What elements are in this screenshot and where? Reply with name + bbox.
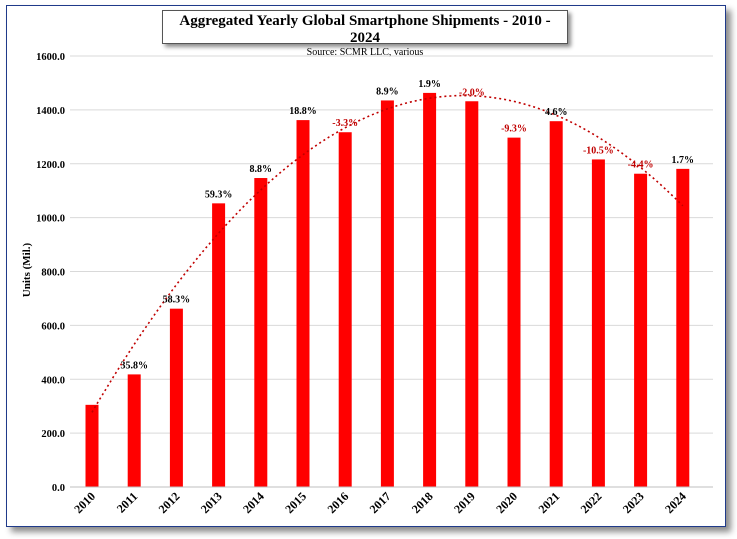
bar-2019 <box>465 101 479 487</box>
x-tick-label: 2016 <box>324 489 351 516</box>
chart-title-box: Aggregated Yearly Global Smartphone Ship… <box>162 10 568 58</box>
bar-2024 <box>676 168 690 488</box>
data-label-2019: -2.0% <box>459 87 485 98</box>
y-tick-label: 1400.0 <box>36 106 65 117</box>
x-tick-label: 2010 <box>71 489 98 516</box>
bar-2020 <box>507 137 521 488</box>
bar-2022 <box>591 159 605 487</box>
bars <box>85 92 690 488</box>
x-tick-label: 2023 <box>620 489 647 516</box>
y-axis-label: Units (Mil.) <box>21 242 33 297</box>
y-tick-label: 1200.0 <box>36 160 65 171</box>
x-axis-ticks: 2010 2011 2012 2013 2014 2015 2016 2017 2018 2019… <box>71 489 689 516</box>
y-tick-label: 600.0 <box>41 321 65 332</box>
y-tick-label: 1600.0 <box>36 52 65 63</box>
chart-subtitle: Source: SCMR LLC, various <box>306 47 424 58</box>
x-tick-label: 2021 <box>535 489 562 516</box>
trendline-path <box>91 94 684 413</box>
chart-title: Aggregated Yearly Global Smartphone Ship… <box>179 13 551 46</box>
x-tick-label: 2012 <box>156 489 183 516</box>
x-tick-label: 2017 <box>367 489 394 516</box>
x-tick-label: 2018 <box>409 489 436 516</box>
y-axis-ticks: 0.0 200.0 400.0 600.0 800.0 1000.0 1200.0 1400.… <box>36 52 65 494</box>
x-tick-label: 2024 <box>662 489 689 516</box>
bar-2014 <box>254 178 268 488</box>
x-tick-label: 2020 <box>493 489 520 516</box>
x-tick-label: 2015 <box>282 489 309 516</box>
x-tick-label: 2019 <box>451 489 478 516</box>
data-label-2021: 4.6% <box>545 107 568 118</box>
y-tick-label: 400.0 <box>41 375 65 386</box>
bar-2015 <box>296 120 310 487</box>
bar-2021 <box>549 121 563 487</box>
bar-2010 <box>85 404 99 487</box>
bar-2011 <box>127 374 141 487</box>
x-tick-label: 2011 <box>114 489 140 515</box>
x-tick-label: 2022 <box>578 489 605 516</box>
data-label-2020: -9.3% <box>501 124 527 135</box>
data-label-2011: 35.8% <box>120 360 148 371</box>
data-label-2024: 1.7% <box>672 155 695 166</box>
data-label-2014: 8.8% <box>250 164 273 175</box>
chart-frame <box>6 5 726 527</box>
x-tick-label: 2014 <box>240 489 267 516</box>
bar-2017 <box>380 100 394 488</box>
bar-2013 <box>212 203 226 487</box>
y-tick-label: 800.0 <box>41 268 65 279</box>
trendline <box>91 94 684 413</box>
bar-2023 <box>634 173 648 488</box>
data-label-2015: 18.8% <box>289 106 317 117</box>
data-label-2023: -4.4% <box>628 160 654 171</box>
bar-2012 <box>169 308 183 487</box>
y-tick-label: 0.0 <box>52 483 65 494</box>
data-label-2013: 59.3% <box>205 189 233 200</box>
x-tick-label: 2013 <box>198 489 225 516</box>
bar-2018 <box>423 92 437 488</box>
data-labels: 35.8% 58.3% 59.3% 8.8% 18.8% -3.3% 8.9% 1.9% -2.… <box>120 79 694 371</box>
bar-2016 <box>338 132 352 487</box>
data-label-2022: -10.5% <box>583 145 614 156</box>
data-label-2016: -3.3% <box>332 118 358 129</box>
y-tick-label: 200.0 <box>41 429 65 440</box>
data-label-2018: 1.9% <box>418 79 441 90</box>
data-label-2012: 58.3% <box>163 295 191 306</box>
data-label-2017: 8.9% <box>376 86 399 97</box>
y-tick-label: 1000.0 <box>36 214 65 225</box>
